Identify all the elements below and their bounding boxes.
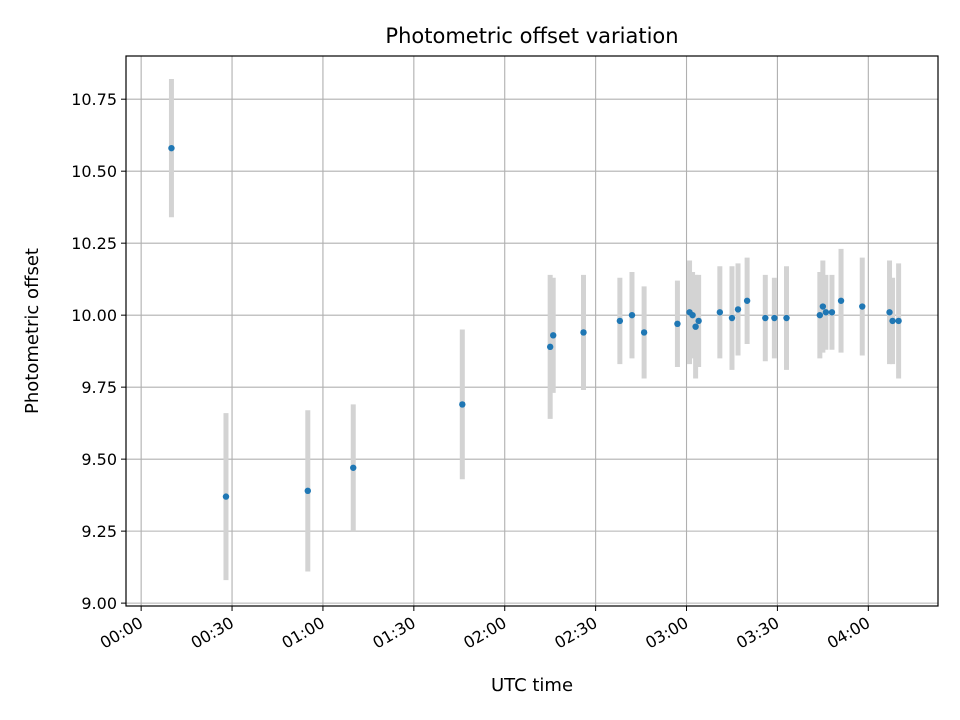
data-point	[828, 309, 836, 316]
data-point	[616, 317, 624, 325]
y-tick-label: 10.75	[71, 90, 117, 109]
y-tick-label: 10.00	[71, 306, 117, 325]
chart-title: Photometric offset variation	[385, 24, 678, 48]
data-point	[822, 309, 830, 316]
data-point	[304, 487, 311, 495]
data-point	[689, 311, 696, 319]
y-tick-label: 9.25	[81, 522, 117, 541]
data-point	[771, 314, 778, 322]
data-point	[889, 317, 896, 325]
data-point	[762, 314, 769, 322]
y-axis-title: Photometric offset	[22, 248, 43, 414]
data-point	[546, 343, 554, 351]
data-point	[859, 303, 866, 310]
grid	[126, 56, 938, 606]
data-point	[837, 297, 845, 304]
data-point	[580, 329, 587, 336]
data-point	[728, 314, 736, 322]
data-point	[222, 493, 230, 500]
y-tick-label: 9.00	[81, 594, 117, 613]
data-point	[674, 320, 681, 328]
data-point	[350, 464, 357, 471]
data-point	[743, 297, 751, 304]
data-point	[459, 401, 466, 408]
plot-area-frame	[125, 55, 939, 607]
data-point	[816, 311, 824, 319]
data-point	[692, 323, 699, 330]
data-point	[716, 309, 724, 316]
data-point	[695, 317, 702, 325]
y-tick-label: 9.50	[81, 450, 117, 469]
data-point	[550, 332, 557, 339]
data-point	[819, 303, 827, 310]
data-point	[640, 329, 648, 336]
data-point	[895, 317, 902, 325]
x-axis-title: UTC time	[491, 675, 573, 696]
data-point	[783, 314, 790, 322]
data-point	[886, 309, 893, 316]
data-point	[628, 311, 636, 319]
data-point	[734, 306, 742, 313]
data-points	[168, 144, 902, 500]
y-tick-label: 10.25	[71, 234, 117, 253]
y-tick-label: 9.75	[81, 378, 117, 397]
data-point	[168, 144, 175, 152]
y-tick-label: 10.50	[71, 162, 117, 181]
